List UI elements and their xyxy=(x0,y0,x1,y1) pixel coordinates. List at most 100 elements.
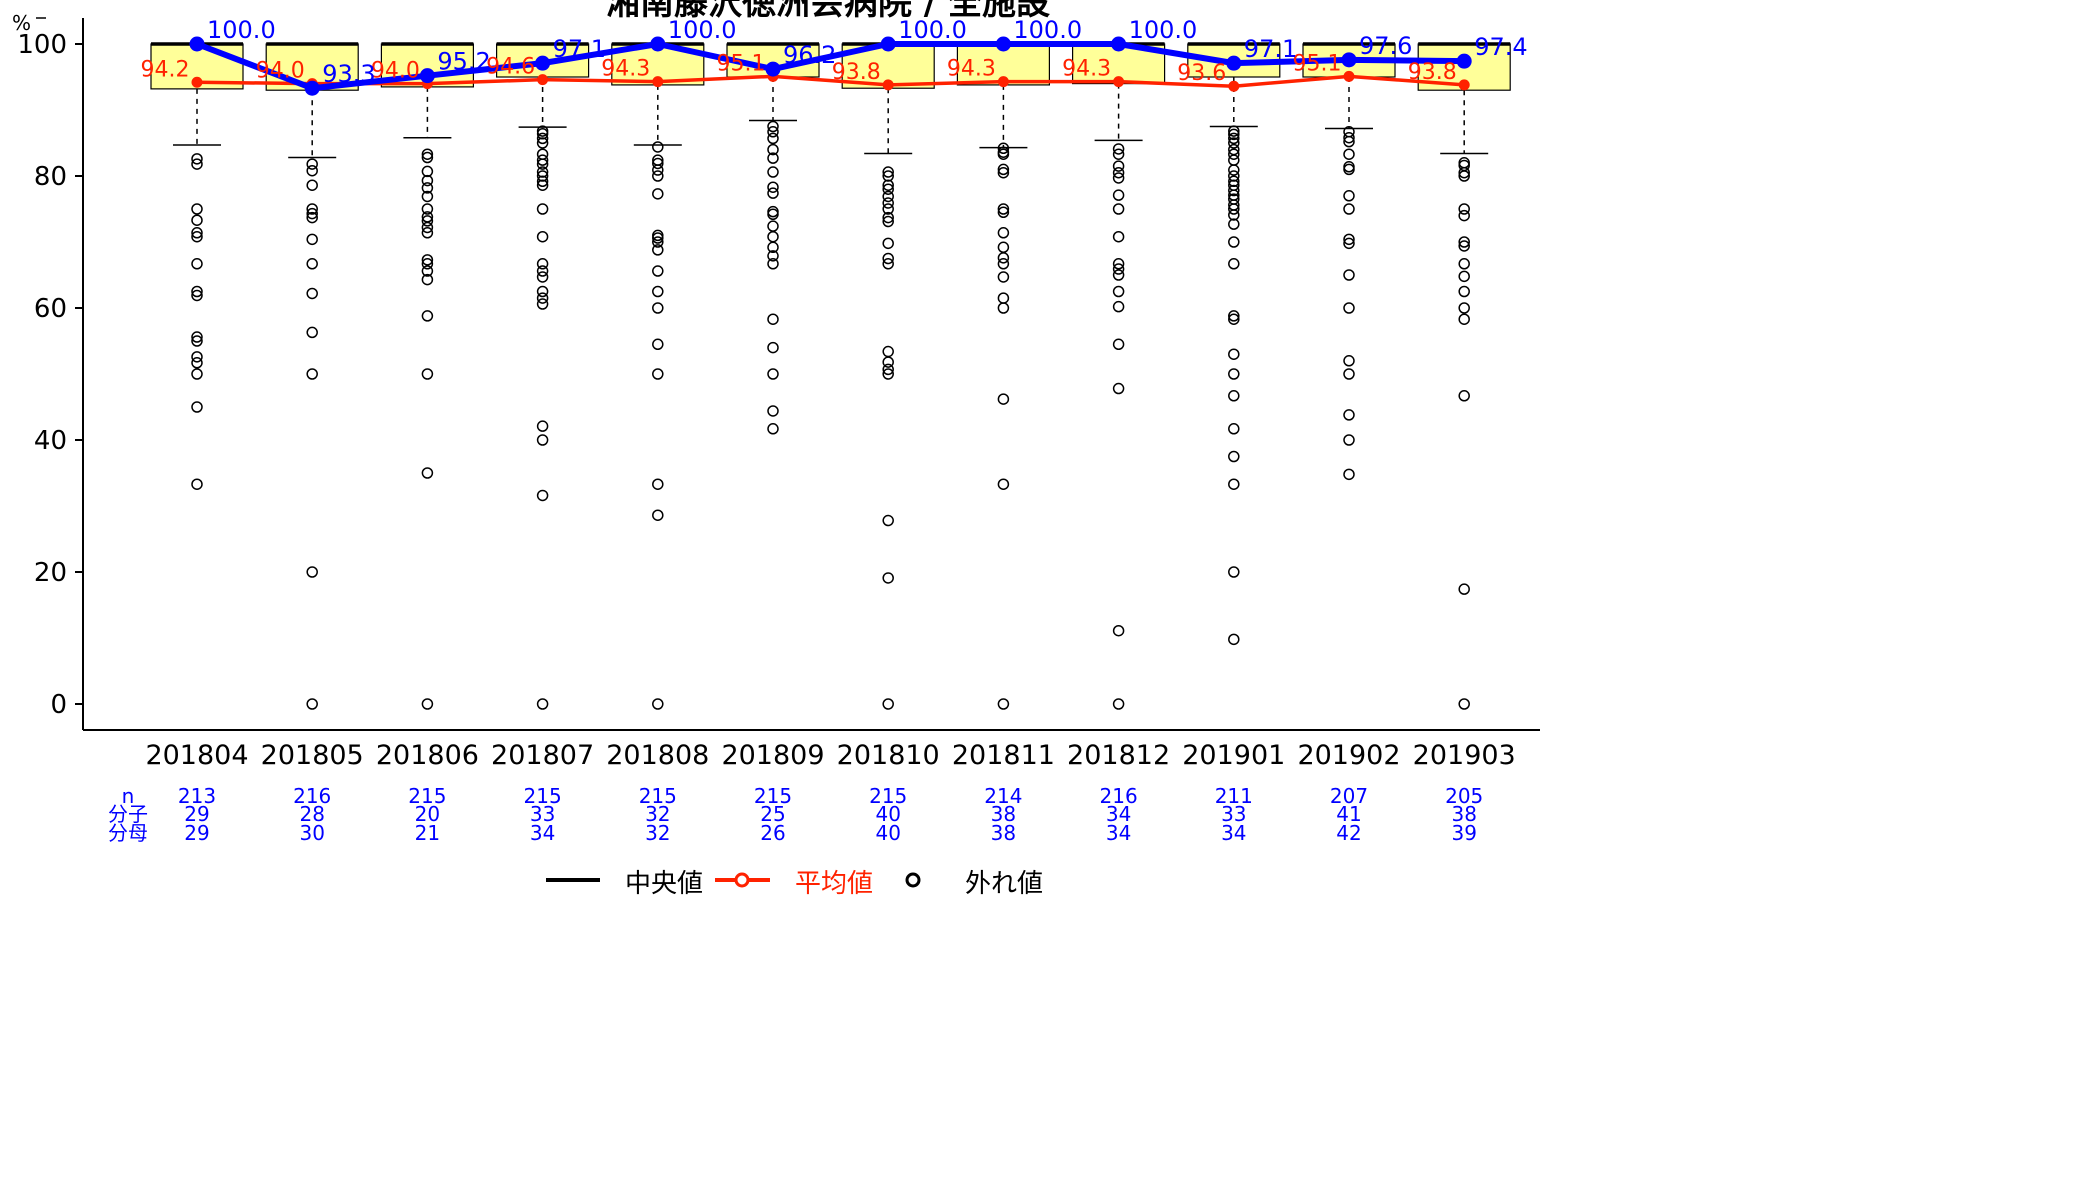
mean-series-point xyxy=(997,76,1009,88)
outlier-point xyxy=(191,289,203,302)
outlier-point xyxy=(997,292,1010,304)
x-tick-label: 201901 xyxy=(1182,740,1285,771)
outlier-point xyxy=(306,207,318,220)
outlier-point xyxy=(767,250,779,262)
outlier-point xyxy=(536,265,549,277)
outlier-point xyxy=(421,254,434,266)
chart-title: 湘南藤沢徳洲会病院 / 全施設 xyxy=(606,0,1050,23)
x-tick-label: 201810 xyxy=(837,740,940,771)
outlier-point xyxy=(1458,698,1470,710)
outlier-point xyxy=(306,211,318,224)
outlier-point xyxy=(1343,355,1355,367)
outlier-point xyxy=(1343,135,1355,148)
table-denominator-value: 40 xyxy=(875,821,900,845)
y-tick-label: 40 xyxy=(34,426,67,456)
outlier-point xyxy=(882,190,894,203)
outlier-point xyxy=(1343,203,1355,215)
median-value-label: 95.2 xyxy=(437,48,490,76)
mean-value-label: 93.8 xyxy=(1408,60,1457,85)
mean-value-label: 94.3 xyxy=(601,57,650,82)
outlier-point xyxy=(536,489,549,502)
table-n-value: 216 xyxy=(1100,784,1138,808)
outlier-point xyxy=(536,154,549,166)
outlier-point xyxy=(767,152,779,164)
outlier-point xyxy=(767,258,779,270)
outlier-point xyxy=(1228,258,1240,270)
outlier-point xyxy=(1112,148,1125,160)
median-series-point xyxy=(880,36,896,52)
outlier-point xyxy=(1343,148,1355,160)
outlier-point xyxy=(1228,164,1240,176)
median-series-point xyxy=(1111,36,1127,52)
legend-outlier-label: 外れ値 xyxy=(965,869,1043,896)
outlier-point xyxy=(652,265,664,277)
outlier-point xyxy=(652,232,664,244)
outlier-point xyxy=(652,244,664,256)
outlier-point xyxy=(306,179,318,191)
outlier-point xyxy=(1228,423,1240,435)
y-tick-label: 0 xyxy=(50,690,67,720)
outlier-point xyxy=(1228,313,1240,325)
outlier-point xyxy=(997,163,1010,176)
outlier-point xyxy=(882,237,894,250)
outlier-point xyxy=(767,181,779,193)
legend-outlier-marker xyxy=(905,872,921,888)
x-tick-label: 201902 xyxy=(1297,740,1400,771)
outlier-point xyxy=(306,287,318,300)
outlier-point xyxy=(1228,154,1240,166)
outlier-point xyxy=(1112,160,1125,172)
outlier-point xyxy=(191,351,203,363)
x-tick-label: 201812 xyxy=(1067,740,1170,771)
outlier-point xyxy=(1228,148,1240,160)
outlier-point xyxy=(1228,390,1240,402)
outlier-point xyxy=(536,698,549,710)
outlier-point xyxy=(882,215,894,228)
outlier-point xyxy=(1343,468,1355,481)
mean-value-label: 93.6 xyxy=(1177,61,1226,86)
outlier-point xyxy=(421,190,434,203)
outlier-point xyxy=(1228,128,1240,141)
outlier-point xyxy=(191,158,203,170)
mean-series-point xyxy=(537,74,549,86)
outlier-point xyxy=(1228,368,1240,380)
outlier-point xyxy=(882,368,894,380)
outlier-point xyxy=(652,368,664,380)
table-n-value: 215 xyxy=(408,784,446,808)
outlier-point xyxy=(882,572,894,584)
table-denominator-value: 21 xyxy=(415,821,440,845)
table-denominator-value: 26 xyxy=(760,821,785,845)
outlier-point xyxy=(536,292,549,304)
outlier-point xyxy=(536,132,549,145)
mean-value-label: 94.2 xyxy=(141,57,190,82)
outlier-point xyxy=(997,393,1010,405)
outlier-point xyxy=(191,368,203,380)
outlier-point xyxy=(1112,382,1125,395)
median-series-line xyxy=(195,41,1465,92)
outlier-point xyxy=(997,142,1010,155)
outlier-point xyxy=(191,203,203,215)
outlier-point xyxy=(1458,390,1470,402)
outlier-point xyxy=(997,271,1010,283)
median-value-label: 100.0 xyxy=(207,16,276,44)
table-denominator-value: 34 xyxy=(1221,821,1246,845)
outlier-point xyxy=(536,298,549,310)
table-n-value: 215 xyxy=(639,784,677,808)
outlier-point xyxy=(536,258,549,270)
mean-series-point xyxy=(1458,79,1470,91)
outlier-point xyxy=(997,203,1010,215)
outlier-point xyxy=(536,170,549,182)
x-tick-label: 201811 xyxy=(952,740,1055,771)
outlier-point xyxy=(1228,310,1240,322)
outlier-point xyxy=(767,132,779,145)
table-row-label-numerator: 分子 xyxy=(108,802,148,826)
outlier-point xyxy=(882,211,894,224)
x-tick-label: 201806 xyxy=(376,740,479,771)
mean-value-label: 94.0 xyxy=(371,59,420,84)
mean-series-point xyxy=(1228,80,1240,92)
outlier-point xyxy=(1228,203,1240,215)
table-denominator-value: 34 xyxy=(1106,821,1131,845)
table-denominator-value: 32 xyxy=(645,821,670,845)
outlier-point xyxy=(882,203,894,215)
outlier-point xyxy=(767,341,779,354)
outlier-point xyxy=(1228,348,1240,360)
